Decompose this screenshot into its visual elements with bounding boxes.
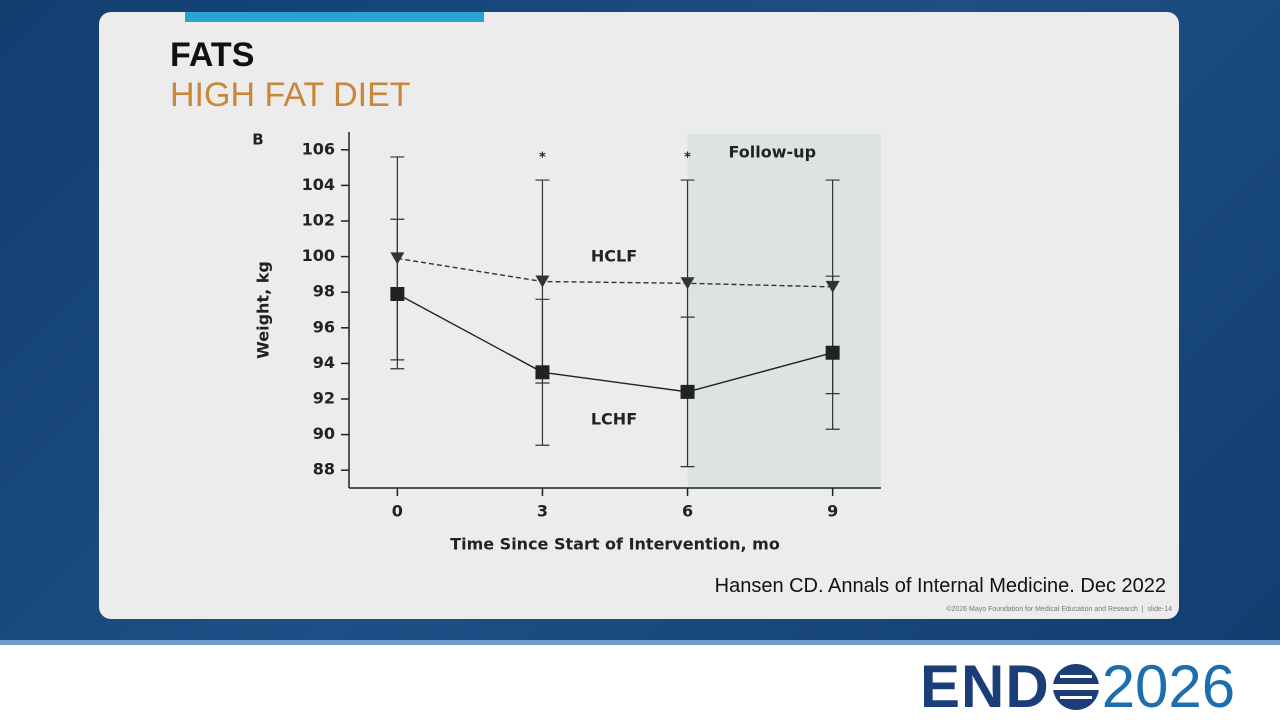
- x-axis-label: Time Since Start of Intervention, mo: [450, 535, 780, 554]
- marker: [680, 384, 695, 399]
- marker: [390, 286, 405, 301]
- y-tick-label: 100: [302, 246, 335, 265]
- series-line: [397, 293, 833, 393]
- slide-title: FATS: [170, 36, 255, 74]
- slide-card: [99, 12, 1179, 619]
- shaded-region: [687, 134, 881, 488]
- significance-mark: *: [539, 151, 546, 166]
- y-tick-label: 106: [302, 139, 335, 158]
- logo-left: END: [920, 653, 1050, 720]
- panel-label: B: [252, 131, 263, 149]
- y-tick-label: 94: [313, 353, 335, 372]
- logo-right: 2026: [1101, 653, 1236, 720]
- y-tick-label: 104: [302, 175, 335, 194]
- y-tick-label: 98: [313, 282, 335, 301]
- y-tick-label: 102: [302, 211, 335, 230]
- accent-bar: [185, 12, 484, 22]
- citation: Hansen CD. Annals of Internal Medicine. …: [714, 575, 1166, 597]
- significance-mark: *: [684, 151, 691, 166]
- logo-globe: [1052, 664, 1099, 710]
- slide-subtitle: HIGH FAT DIET: [170, 76, 411, 114]
- y-tick-label: 92: [313, 389, 335, 408]
- region-label: Follow-up: [729, 143, 817, 162]
- marker: [825, 345, 840, 360]
- y-axis-label: Weight, kg: [254, 261, 273, 359]
- marker: [535, 365, 550, 380]
- y-tick-label: 90: [313, 424, 335, 443]
- y-tick-label: 96: [313, 317, 335, 336]
- x-tick-label: 0: [392, 502, 403, 521]
- marker: [535, 275, 550, 288]
- x-tick-label: 3: [537, 502, 548, 521]
- logo: END 2026: [920, 652, 1235, 721]
- series-line: [397, 257, 833, 288]
- x-tick-label: 6: [682, 502, 693, 521]
- series-label: HCLF: [591, 247, 637, 266]
- x-tick-label: 9: [827, 502, 838, 521]
- y-tick-label: 88: [313, 460, 335, 479]
- series-label: LCHF: [591, 410, 637, 429]
- footer-text: ©2026 Mayo Foundation for Medical Educat…: [946, 606, 1172, 613]
- marker: [680, 277, 695, 290]
